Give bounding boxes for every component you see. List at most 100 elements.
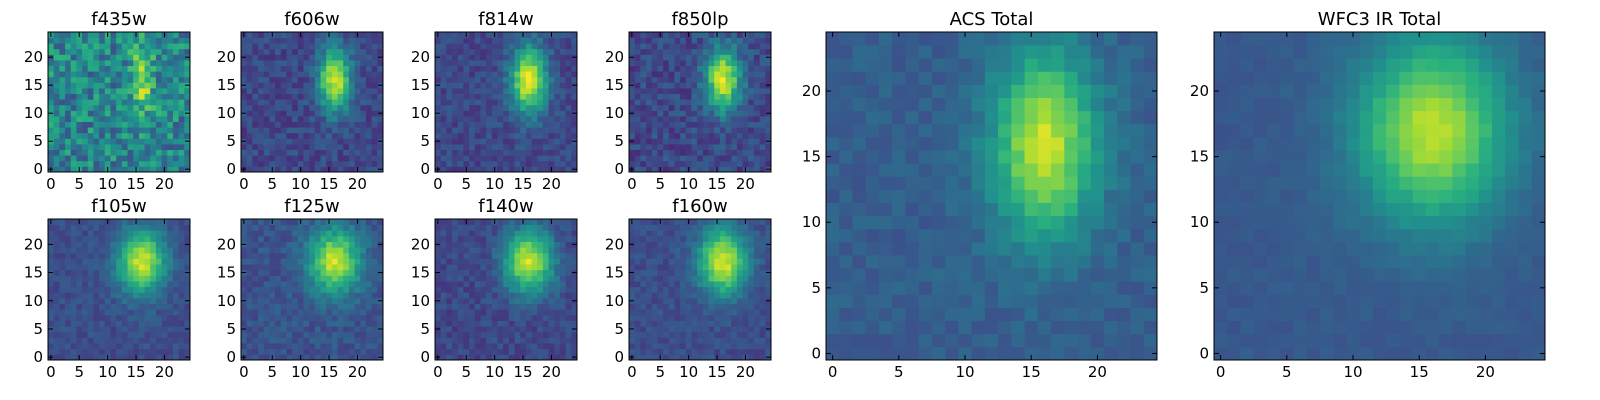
heatmap-cell: [59, 343, 66, 350]
heatmap-cell: [452, 121, 459, 128]
heatmap-cell: [377, 144, 384, 150]
heatmap-cell: [70, 252, 77, 259]
heatmap-cell: [70, 138, 77, 145]
panel-title: f814w: [478, 9, 533, 30]
heatmap-cell: [497, 303, 504, 310]
heatmap-cell: [48, 337, 55, 344]
heatmap-cell: [731, 337, 738, 344]
heatmap-cell: [377, 252, 384, 259]
heatmap-cell: [668, 326, 675, 333]
heatmap-cell: [714, 88, 721, 94]
heatmap-cell: [663, 337, 670, 344]
heatmap-cell: [508, 155, 515, 162]
heatmap-cell: [657, 337, 664, 344]
heatmap-cell: [542, 320, 549, 327]
heatmap-cell: [138, 326, 145, 333]
heatmap-cell: [354, 343, 361, 350]
heatmap-cell: [297, 160, 304, 167]
heatmap-cell: [520, 331, 527, 338]
heatmap-cell: [184, 132, 191, 139]
heatmap-cell: [759, 104, 766, 111]
heatmap-cell: [753, 320, 761, 327]
heatmap-cell: [452, 241, 459, 248]
heatmap-cell: [269, 297, 276, 304]
heatmap-cell: [144, 292, 151, 299]
heatmap-cell: [719, 166, 726, 173]
heatmap-cell: [565, 110, 572, 117]
heatmap-cell: [742, 110, 749, 117]
heatmap-cell: [258, 292, 265, 299]
heatmap-cell: [331, 155, 338, 162]
heatmap-cell: [104, 138, 111, 145]
heatmap-cell: [691, 32, 698, 38]
heatmap-cell: [343, 252, 350, 259]
heatmap-cell: [99, 258, 106, 265]
heatmap-cell: [668, 116, 675, 122]
heatmap-cell: [167, 121, 174, 128]
heatmap-cell: [651, 309, 658, 316]
heatmap-cell: [133, 138, 140, 145]
heatmap-cell: [246, 252, 253, 259]
heatmap-cell: [440, 303, 447, 310]
heatmap-cell: [435, 258, 442, 265]
heatmap-cell: [377, 76, 384, 83]
heatmap-cell: [309, 258, 316, 265]
heatmap-cell: [559, 331, 567, 338]
heatmap-cell: [657, 326, 664, 333]
heatmap-cell: [571, 343, 578, 350]
heatmap-cell: [674, 32, 681, 38]
heatmap-cell: [542, 326, 549, 333]
heatmap-cell: [463, 241, 470, 248]
heatmap-cell: [371, 264, 378, 271]
heatmap-cell: [263, 121, 270, 128]
heatmap-cell: [82, 314, 89, 321]
y-tick-label: 15: [217, 264, 236, 282]
heatmap-cell: [258, 99, 265, 106]
heatmap-cell: [331, 297, 338, 304]
heatmap-cell: [474, 337, 481, 344]
heatmap-cell: [320, 354, 327, 361]
heatmap-cell: [314, 348, 321, 355]
heatmap-cell: [440, 71, 447, 78]
heatmap-cell: [303, 76, 310, 83]
heatmap-cell: [457, 275, 464, 282]
heatmap-cell: [70, 166, 77, 173]
heatmap-cell: [87, 99, 94, 106]
heatmap-cell: [685, 71, 692, 78]
heatmap-cell: [525, 160, 532, 167]
heatmap-cell: [725, 88, 732, 94]
heatmap-cell: [503, 354, 510, 361]
heatmap-cell: [719, 292, 726, 299]
heatmap-cell: [99, 230, 106, 237]
heatmap-cell: [759, 348, 766, 355]
heatmap-cell: [525, 43, 532, 50]
heatmap-cell: [651, 104, 658, 111]
heatmap-cell: [263, 252, 270, 259]
heatmap-cell: [503, 297, 510, 304]
heatmap-cell: [280, 241, 287, 248]
heatmap-cell: [127, 286, 134, 293]
heatmap-cell: [110, 286, 117, 293]
heatmap-cell: [155, 286, 162, 293]
heatmap-cell: [167, 132, 174, 139]
heatmap-cell: [702, 65, 709, 72]
heatmap-cell: [634, 65, 641, 72]
heatmap-cell: [280, 326, 287, 333]
heatmap-cell: [497, 219, 504, 226]
heatmap-cell: [531, 235, 538, 242]
heatmap-cell: [150, 88, 157, 94]
heatmap-cell: [178, 88, 185, 94]
heatmap-cell: [452, 104, 459, 111]
heatmap-cell: [452, 219, 459, 226]
heatmap-cell: [742, 331, 749, 338]
heatmap-cell: [269, 275, 276, 282]
heatmap-cell: [150, 230, 157, 237]
heatmap-cell: [53, 43, 60, 50]
heatmap-cell: [725, 343, 732, 350]
heatmap-cell: [497, 110, 504, 117]
heatmap-cell: [150, 160, 157, 167]
heatmap-cell: [354, 297, 361, 304]
heatmap-cell: [565, 132, 572, 139]
heatmap-cell: [531, 71, 538, 78]
heatmap-cell: [554, 60, 561, 66]
